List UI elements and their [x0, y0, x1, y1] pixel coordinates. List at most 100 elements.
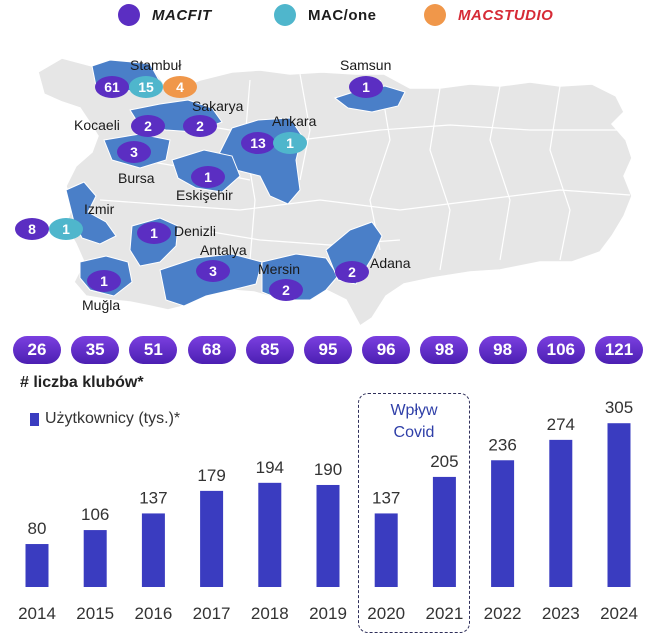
city-label-kocaeli: Kocaeli [74, 117, 120, 133]
pin-istanbul-macfit: 61 [95, 76, 129, 98]
year-tick-2023: 2023 [542, 604, 580, 623]
svg-text:2: 2 [144, 118, 152, 134]
pin-istanbul-macone: 15 [129, 76, 163, 98]
club-count-2017: 68 [187, 336, 236, 364]
covid-label-line2: Covid [393, 424, 435, 441]
city-label-ankara: Ankara [272, 113, 317, 129]
pin-istanbul-macstudio: 4 [163, 76, 197, 98]
value-label-2018: 194 [256, 458, 284, 477]
club-count-2014: 26 [13, 336, 61, 364]
city-label-mersin: Mersin [258, 261, 300, 277]
year-tick-2022: 2022 [484, 604, 522, 623]
svg-text:2: 2 [282, 282, 290, 298]
svg-text:15: 15 [138, 79, 154, 95]
city-label-denizli: Denizli [174, 223, 216, 239]
covid-impact-label: Wpływ Covid [358, 400, 470, 444]
svg-text:1: 1 [62, 221, 70, 237]
bar-2021 [432, 476, 456, 587]
svg-text:1: 1 [100, 273, 108, 289]
club-count-2016: 51 [129, 336, 178, 364]
value-label-2024: 305 [605, 398, 633, 417]
club-count-2022: 98 [478, 336, 527, 364]
svg-text:2: 2 [196, 118, 204, 134]
legend-label-macone: MAC/one [308, 6, 377, 24]
city-label-antalya: Antalya [200, 242, 247, 258]
pin-mugla-macfit: 1 [87, 270, 121, 292]
club-count-2018: 85 [245, 336, 294, 364]
bar-2018 [258, 482, 282, 587]
value-label-2014: 80 [28, 519, 47, 538]
club-count-2020: 96 [362, 336, 411, 364]
city-label-samsun: Samsun [340, 57, 391, 73]
bar-2020 [374, 513, 398, 587]
pin-adana-macfit: 2 [335, 261, 369, 283]
city-label-istanbul: Stambuł [130, 57, 182, 73]
users-bar-chart: 80 2014 106 2015 137 2016 179 2017 194 2018 190 201… [18, 398, 638, 623]
svg-text:4: 4 [176, 79, 184, 95]
year-tick-2014: 2014 [18, 604, 56, 623]
clubs-count-label: # liczba klubów* [20, 374, 144, 391]
value-label-2023: 274 [547, 415, 575, 434]
value-label-2016: 137 [139, 488, 167, 507]
svg-text:1: 1 [286, 135, 294, 151]
pin-antalya-macfit: 3 [196, 260, 230, 282]
bar-2019 [316, 484, 340, 587]
svg-text:1: 1 [362, 79, 370, 95]
users-swatch [30, 412, 39, 426]
city-label-bursa: Bursa [118, 170, 155, 186]
year-tick-2021: 2021 [425, 604, 463, 623]
bar-2016 [141, 513, 165, 587]
legend-item-macstudio: MACSTUDIO [424, 4, 553, 26]
pin-izmir-macfit: 8 [15, 218, 49, 240]
year-tick-2019: 2019 [309, 604, 347, 623]
svg-text:1: 1 [150, 225, 158, 241]
pin-samsun-macfit: 1 [349, 76, 383, 98]
svg-text:2: 2 [348, 264, 356, 280]
svg-text:8: 8 [28, 221, 36, 237]
bar-2022 [491, 460, 515, 587]
covid-impact-box [358, 393, 470, 633]
covid-label-line1: Wpływ [390, 402, 438, 419]
year-tick-2020: 2020 [367, 604, 405, 623]
turkey-map: Stambuł Samsun Sakarya Kocaeli Ankara Bu… [15, 57, 633, 328]
pin-sakarya-macfit: 2 [183, 115, 217, 137]
value-label-2015: 106 [81, 505, 109, 524]
svg-text:61: 61 [104, 79, 120, 95]
bar-2014 [25, 544, 49, 587]
club-count-2019: 95 [304, 336, 352, 364]
value-label-2022: 236 [488, 435, 516, 454]
pin-eskisehir-macfit: 1 [191, 166, 225, 188]
pin-denizli-macfit: 1 [137, 222, 171, 244]
city-label-adana: Adana [370, 255, 411, 271]
pin-ankara-macone: 1 [273, 132, 307, 154]
pin-mersin-macfit: 2 [269, 279, 303, 301]
pin-kocaeli-macfit: 2 [131, 115, 165, 137]
svg-text:3: 3 [209, 263, 217, 279]
pin-ankara-macfit: 13 [241, 132, 275, 154]
value-label-2017: 179 [197, 466, 225, 485]
club-count-2015: 35 [71, 336, 120, 364]
value-label-2020: 137 [372, 488, 400, 507]
value-label-2021: 205 [430, 452, 458, 471]
legend-item-macone: MAC/one [274, 4, 377, 26]
legend-label-macstudio: MACSTUDIO [458, 6, 554, 24]
club-count-2023: 106 [536, 336, 585, 364]
city-label-izmir: Izmir [84, 201, 115, 217]
macstudio-dot [424, 4, 446, 26]
svg-text:1: 1 [204, 169, 212, 185]
year-tick-2016: 2016 [134, 604, 172, 623]
macfit-dot [118, 4, 140, 26]
bar-2017 [200, 490, 224, 587]
users-legend-label: Użytkownicy (tys.)* [45, 410, 181, 427]
legend-item-macfit: MACFIT [118, 4, 212, 26]
club-count-row: 26 35 51 68 85 95 96 98 98 106 121 [0, 336, 655, 366]
pin-izmir-macone: 1 [49, 218, 83, 240]
city-label-mugla: Muğla [82, 297, 120, 313]
bar-2023 [549, 439, 573, 587]
macone-dot [274, 4, 296, 26]
value-label-2019: 190 [314, 460, 342, 479]
year-tick-2017: 2017 [193, 604, 231, 623]
users-legend: Użytkownicy (tys.)* [30, 410, 180, 428]
svg-text:13: 13 [250, 135, 266, 151]
year-tick-2024: 2024 [600, 604, 638, 623]
